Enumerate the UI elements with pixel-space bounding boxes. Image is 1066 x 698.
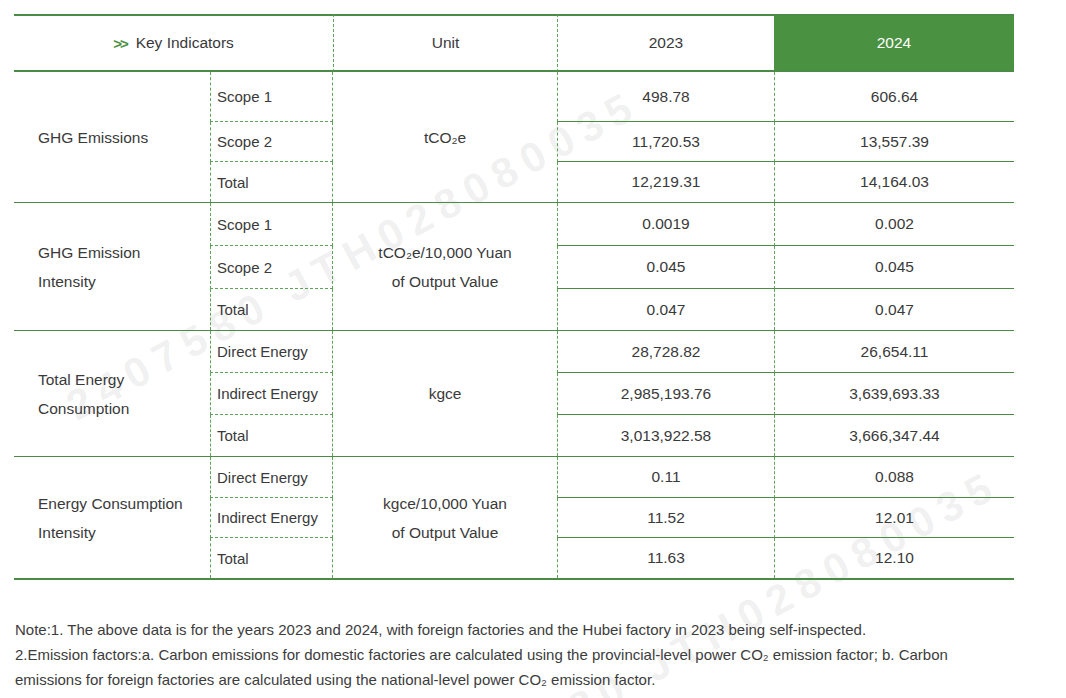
value-2023: 498.78 [557, 72, 774, 122]
category-label: GHG Emissions [14, 72, 210, 202]
value-2024: 12.10 [774, 538, 1014, 578]
sub-indicator-label: Scope 1 [210, 72, 333, 122]
value-2023: 2,985,193.76 [557, 373, 774, 415]
indicator-group: Energy Consumption Intensity kgce/10,000 … [14, 457, 1014, 580]
value-2024: 0.002 [774, 203, 1014, 246]
value-2024: 12.01 [774, 498, 1014, 538]
value-2024: 0.045 [774, 246, 1014, 289]
category-label: Energy Consumption Intensity [14, 457, 210, 578]
sub-indicator-label: Indirect Energy [210, 498, 333, 538]
value-2023: 0.045 [557, 246, 774, 289]
value-2024: 13,557.39 [774, 122, 1014, 162]
sub-indicator-label: Scope 1 [210, 203, 333, 246]
value-2023: 3,013,922.58 [557, 415, 774, 456]
header-year-2024: 2024 [774, 14, 1014, 72]
sub-indicator-label: Scope 2 [210, 122, 333, 162]
unit-label: kgce/10,000 Yuan of Output Value [333, 457, 557, 578]
footnote-line-1: Note:1. The above data is for the years … [15, 617, 985, 642]
sub-indicator-label: Total [210, 162, 333, 202]
value-2023: 0.047 [557, 289, 774, 330]
value-2024: 606.64 [774, 72, 1014, 122]
value-2023: 28,728.82 [557, 331, 774, 373]
value-2024: 3,639,693.33 [774, 373, 1014, 415]
sub-indicator-label: Indirect Energy [210, 373, 333, 415]
value-2023: 0.11 [557, 457, 774, 498]
category-label: Total Energy Consumption [14, 331, 210, 456]
header-year-2023: 2023 [557, 14, 774, 72]
footnotes: Note:1. The above data is for the years … [15, 617, 985, 692]
key-indicators-table: >> Key Indicators Unit 2023 2024 GHG Emi… [14, 14, 1014, 580]
indicator-group: GHG Emission Intensity tCO₂e/10,000 Yuan … [14, 203, 1014, 331]
unit-label: tCO₂e/10,000 Yuan of Output Value [333, 203, 557, 330]
double-chevron-icon: >> [113, 35, 127, 52]
value-2023: 11.52 [557, 498, 774, 538]
unit-label: kgce [333, 331, 557, 456]
table-header-row: >> Key Indicators Unit 2023 2024 [14, 14, 1014, 72]
value-2023: 0.0019 [557, 203, 774, 246]
sub-indicator-label: Total [210, 415, 333, 456]
value-2024: 26,654.11 [774, 331, 1014, 373]
value-2023: 12,219.31 [557, 162, 774, 202]
value-2024: 14,164.03 [774, 162, 1014, 202]
sub-indicator-label: Direct Energy [210, 331, 333, 373]
sub-indicator-label: Total [210, 538, 333, 578]
category-label: GHG Emission Intensity [14, 203, 210, 330]
value-2024: 3,666,347.44 [774, 415, 1014, 456]
sub-indicator-label: Direct Energy [210, 457, 333, 498]
header-unit: Unit [333, 14, 557, 72]
sub-indicator-label: Total [210, 289, 333, 330]
table-body: GHG Emissions tCO₂eScope 1 498.78606.64 Sco… [14, 72, 1014, 580]
footnote-line-2: 2.Emission factors:a. Carbon emissions f… [15, 642, 985, 692]
key-indicators-label: Key Indicators [136, 34, 234, 52]
value-2023: 11.63 [557, 538, 774, 578]
value-2024: 0.047 [774, 289, 1014, 330]
value-2024: 0.088 [774, 457, 1014, 498]
value-2023: 11,720.53 [557, 122, 774, 162]
header-key-indicators: >> Key Indicators [14, 14, 333, 72]
indicator-group: GHG Emissions tCO₂eScope 1 498.78606.64 Sco… [14, 72, 1014, 203]
unit-label: tCO₂e [333, 72, 557, 202]
indicator-group: Total Energy Consumption kgceDirect Energ… [14, 331, 1014, 457]
sub-indicator-label: Scope 2 [210, 246, 333, 289]
